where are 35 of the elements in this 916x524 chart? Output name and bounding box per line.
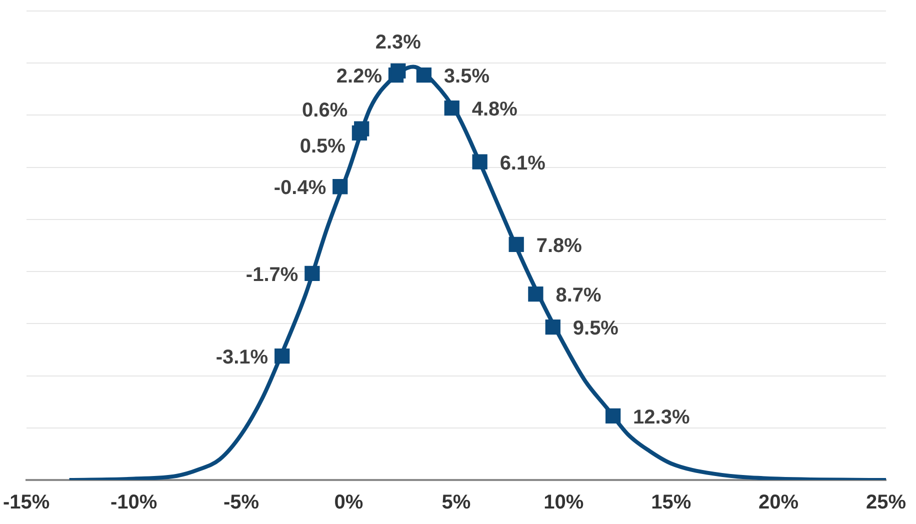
- x-tick-label: -10%: [110, 492, 158, 514]
- annotation: -3.1%: [216, 346, 268, 369]
- x-tick-label: 15%: [651, 492, 692, 514]
- annotation: 0.6%: [302, 99, 348, 122]
- x-tick-label: 10%: [544, 492, 584, 514]
- point: [444, 100, 460, 116]
- annotation: 9.5%: [572, 318, 619, 340]
- point: [354, 121, 370, 136]
- x-tick-label: 25%: [866, 492, 906, 514]
- x-tick-label: -15%: [2, 492, 50, 514]
- annotation: 12.3%: [633, 406, 690, 428]
- annotation: 0.5%: [300, 135, 346, 158]
- annotation: 6.1%: [500, 152, 546, 174]
- x-tick-label: 5%: [442, 492, 471, 514]
- annotation: 2.3%: [375, 31, 422, 54]
- annotation: 7.8%: [536, 234, 582, 257]
- annotation: 4.8%: [472, 98, 518, 121]
- annotation: 2.2%: [336, 66, 382, 88]
- point: [416, 67, 432, 83]
- x-tick-label: 20%: [758, 492, 799, 514]
- point: [528, 286, 544, 302]
- x-tick-label: -5%: [223, 492, 260, 514]
- point: [508, 236, 524, 252]
- point: [390, 63, 406, 78]
- annotation: 8.7%: [556, 284, 602, 307]
- point: [274, 348, 290, 364]
- point: [472, 154, 488, 170]
- annotation: -1.7%: [246, 264, 298, 286]
- x-tick-label: 0%: [334, 492, 364, 514]
- point: [332, 179, 348, 194]
- point: [304, 266, 320, 281]
- point: [545, 320, 560, 335]
- annotation: -0.4%: [274, 177, 326, 200]
- point: [605, 408, 621, 424]
- annotation: 3.5%: [444, 66, 490, 88]
